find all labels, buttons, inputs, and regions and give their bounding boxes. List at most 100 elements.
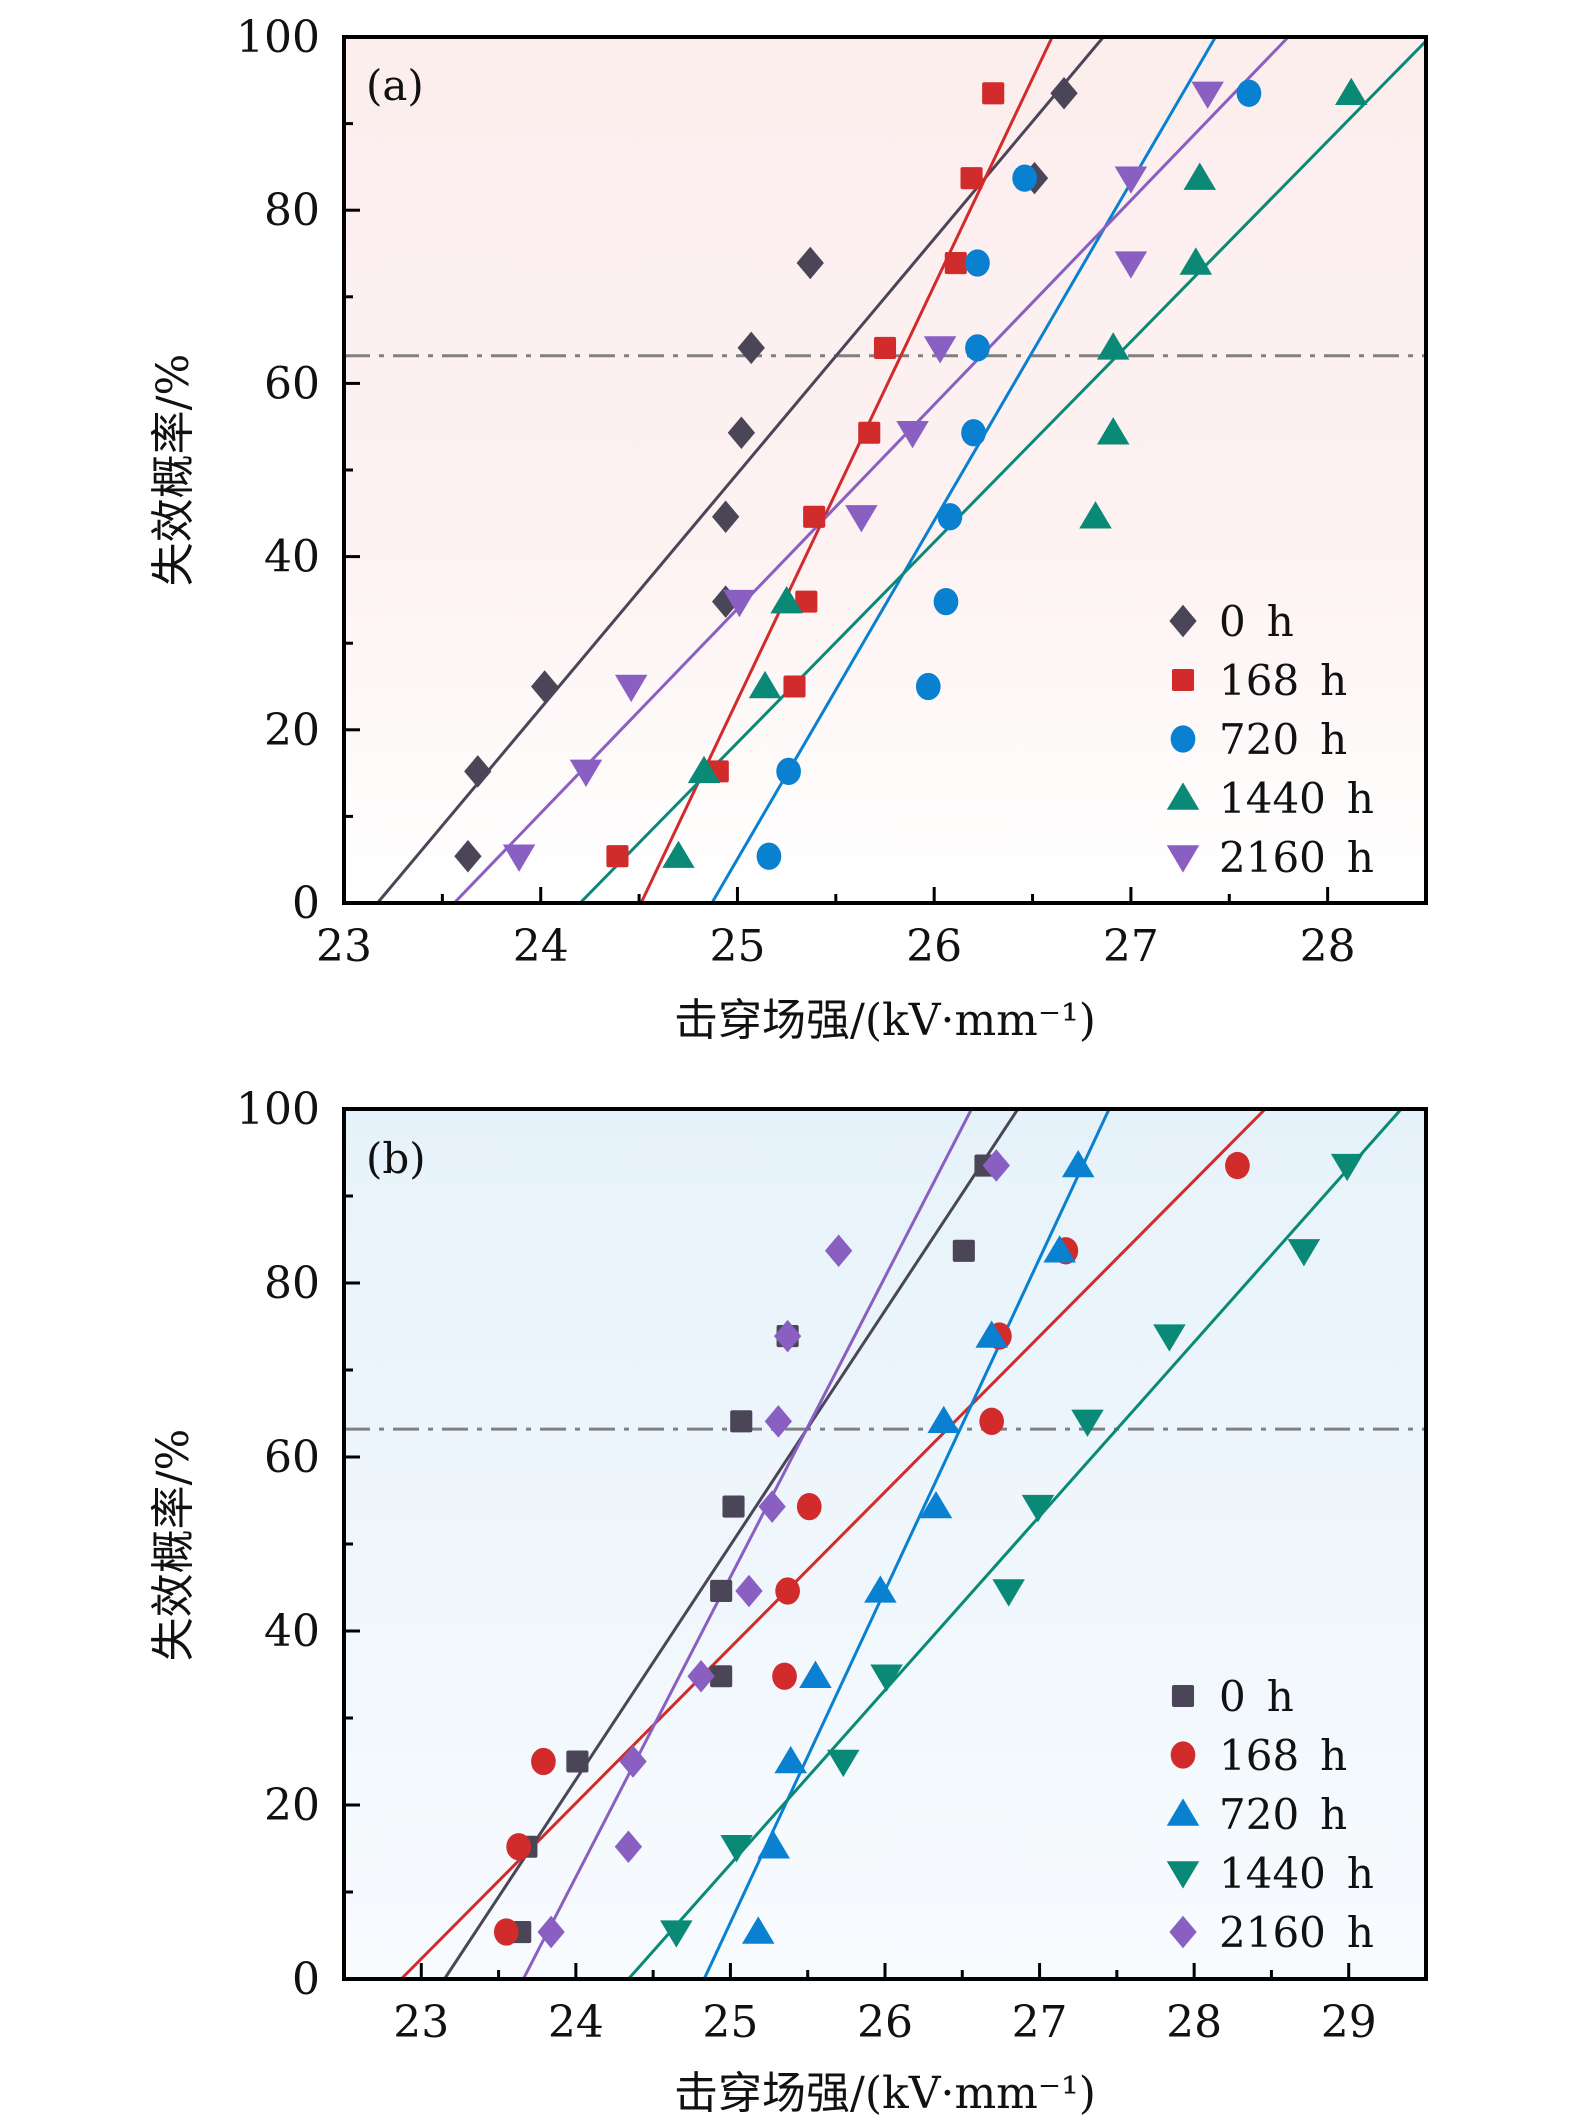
legend-label: 1440 h	[1219, 1849, 1374, 1898]
legend-label: 720 h	[1219, 1790, 1347, 1839]
point-0h	[531, 670, 559, 703]
legend-marker-1440h	[1166, 782, 1200, 810]
point-1440h	[1071, 1409, 1104, 1437]
x-tick-label: 27	[1012, 1997, 1068, 2048]
point-168h	[493, 1918, 519, 1946]
fit-line-1440h	[627, 1109, 1403, 1979]
chart-panel-a: 23 24 25 26 27 28 0 20 40 60 80 100 (a) 击穿场强/(kV·m…	[148, 12, 1428, 1046]
point-168h	[795, 590, 818, 613]
y-axis-title: 失效概率/%	[148, 354, 199, 587]
point-168h	[960, 167, 983, 190]
point-1440h	[770, 586, 803, 614]
legend-item: 0 h	[1171, 1672, 1294, 1721]
point-720h	[742, 1916, 775, 1944]
point-1440h	[660, 1920, 693, 1948]
legend-label: 720 h	[1219, 715, 1347, 764]
point-0h	[710, 1665, 733, 1688]
point-720h	[756, 842, 782, 870]
axis-ticks	[342, 1107, 1428, 1981]
point-168h	[803, 505, 826, 528]
x-tick-label: 25	[702, 1997, 758, 2048]
point-2160h	[723, 589, 756, 618]
point-168h	[982, 82, 1005, 105]
point-168h	[796, 1492, 822, 1521]
legend: 0 h 168 h 720 h 1440 h 2160 h	[1166, 1672, 1374, 1957]
plot-background	[344, 37, 1426, 903]
point-2160h	[982, 1149, 1010, 1182]
point-1440h	[870, 1664, 903, 1692]
point-1440h	[1334, 77, 1368, 105]
point-1440h	[1330, 1153, 1364, 1182]
x-tick-label: 27	[1103, 921, 1159, 972]
y-tick-label: 0	[292, 878, 320, 929]
y-tick-label: 60	[264, 358, 320, 409]
point-2160h	[764, 1405, 792, 1438]
y-tick-label: 20	[264, 1780, 320, 1831]
point-2160h	[923, 336, 957, 364]
point-720h	[975, 1320, 1008, 1348]
legend-label: 0 h	[1219, 1672, 1294, 1721]
legend-item: 720 h	[1170, 715, 1347, 764]
point-1440h	[1287, 1239, 1321, 1267]
legend-marker-168h	[1170, 1741, 1196, 1769]
y-tick-label: 80	[264, 185, 320, 236]
point-2160h	[1114, 166, 1148, 194]
legend-label: 168 h	[1219, 1731, 1347, 1780]
legend-item: 720 h	[1166, 1790, 1347, 1839]
data-points	[493, 1149, 1364, 1949]
y-tick-label: 20	[264, 705, 320, 756]
point-168h	[775, 1577, 800, 1605]
legend-label: 2160 h	[1219, 833, 1374, 882]
point-720h	[757, 1831, 790, 1859]
y-tick-label: 100	[236, 1084, 320, 1135]
point-720h	[919, 1490, 953, 1519]
fit-lines	[400, 1109, 1403, 1979]
y-tick-label: 60	[264, 1432, 320, 1483]
point-720h	[937, 503, 963, 531]
x-tick-label: 24	[513, 921, 569, 972]
panel-label: (b)	[366, 1134, 426, 1183]
point-168h	[506, 1833, 532, 1861]
chart-panel-b: 23 24 25 26 27 28 29 0 20 40 60 80 100 (b) 击穿场强/(kV…	[148, 1084, 1428, 2119]
point-0h	[737, 331, 765, 365]
panel-label: (a)	[366, 61, 424, 110]
x-tick-labels: 23 24 25 26 27 28	[316, 921, 1356, 972]
y-tick-label: 40	[264, 532, 320, 583]
point-2160h	[735, 1574, 763, 1608]
fit-line-168h	[639, 37, 1054, 903]
point-2160h	[614, 1830, 643, 1864]
point-1440h	[992, 1579, 1025, 1607]
point-0h	[454, 839, 482, 873]
legend-item: 168 h	[1171, 656, 1347, 705]
legend-marker-168h	[1171, 668, 1195, 692]
point-1440h	[1079, 501, 1112, 529]
x-tick-label: 28	[1166, 1997, 1222, 2048]
data-points	[454, 77, 1368, 873]
legend-item: 1440 h	[1166, 774, 1374, 823]
point-720h	[965, 334, 990, 362]
point-1440h	[1021, 1494, 1055, 1523]
point-0h	[730, 1410, 753, 1433]
legend-marker-0h	[1171, 1684, 1195, 1708]
point-1440h	[1153, 1324, 1186, 1352]
point-1440h	[1179, 247, 1213, 275]
point-0h	[712, 500, 740, 534]
point-2160h	[758, 1490, 786, 1523]
legend-marker-720h	[1170, 725, 1196, 753]
legend-label: 168 h	[1219, 656, 1347, 705]
x-axis-title: 击穿场强/(kV·mm⁻¹)	[674, 995, 1096, 1046]
point-168h	[873, 336, 897, 359]
legend-label: 0 h	[1219, 597, 1294, 646]
point-720h	[1061, 1149, 1095, 1178]
point-720h	[1236, 79, 1262, 107]
axis-ticks	[342, 35, 1428, 905]
x-tick-label: 26	[906, 921, 962, 972]
y-tick-labels: 0 20 40 60 80 100	[236, 1084, 320, 2005]
point-2160h	[619, 1745, 647, 1778]
point-0h	[566, 1750, 589, 1773]
point-0h	[710, 1579, 733, 1603]
legend: 0 h 168 h 720 h 1440 h 2160 h	[1166, 597, 1374, 882]
point-720h	[864, 1575, 897, 1603]
point-720h	[799, 1660, 832, 1688]
